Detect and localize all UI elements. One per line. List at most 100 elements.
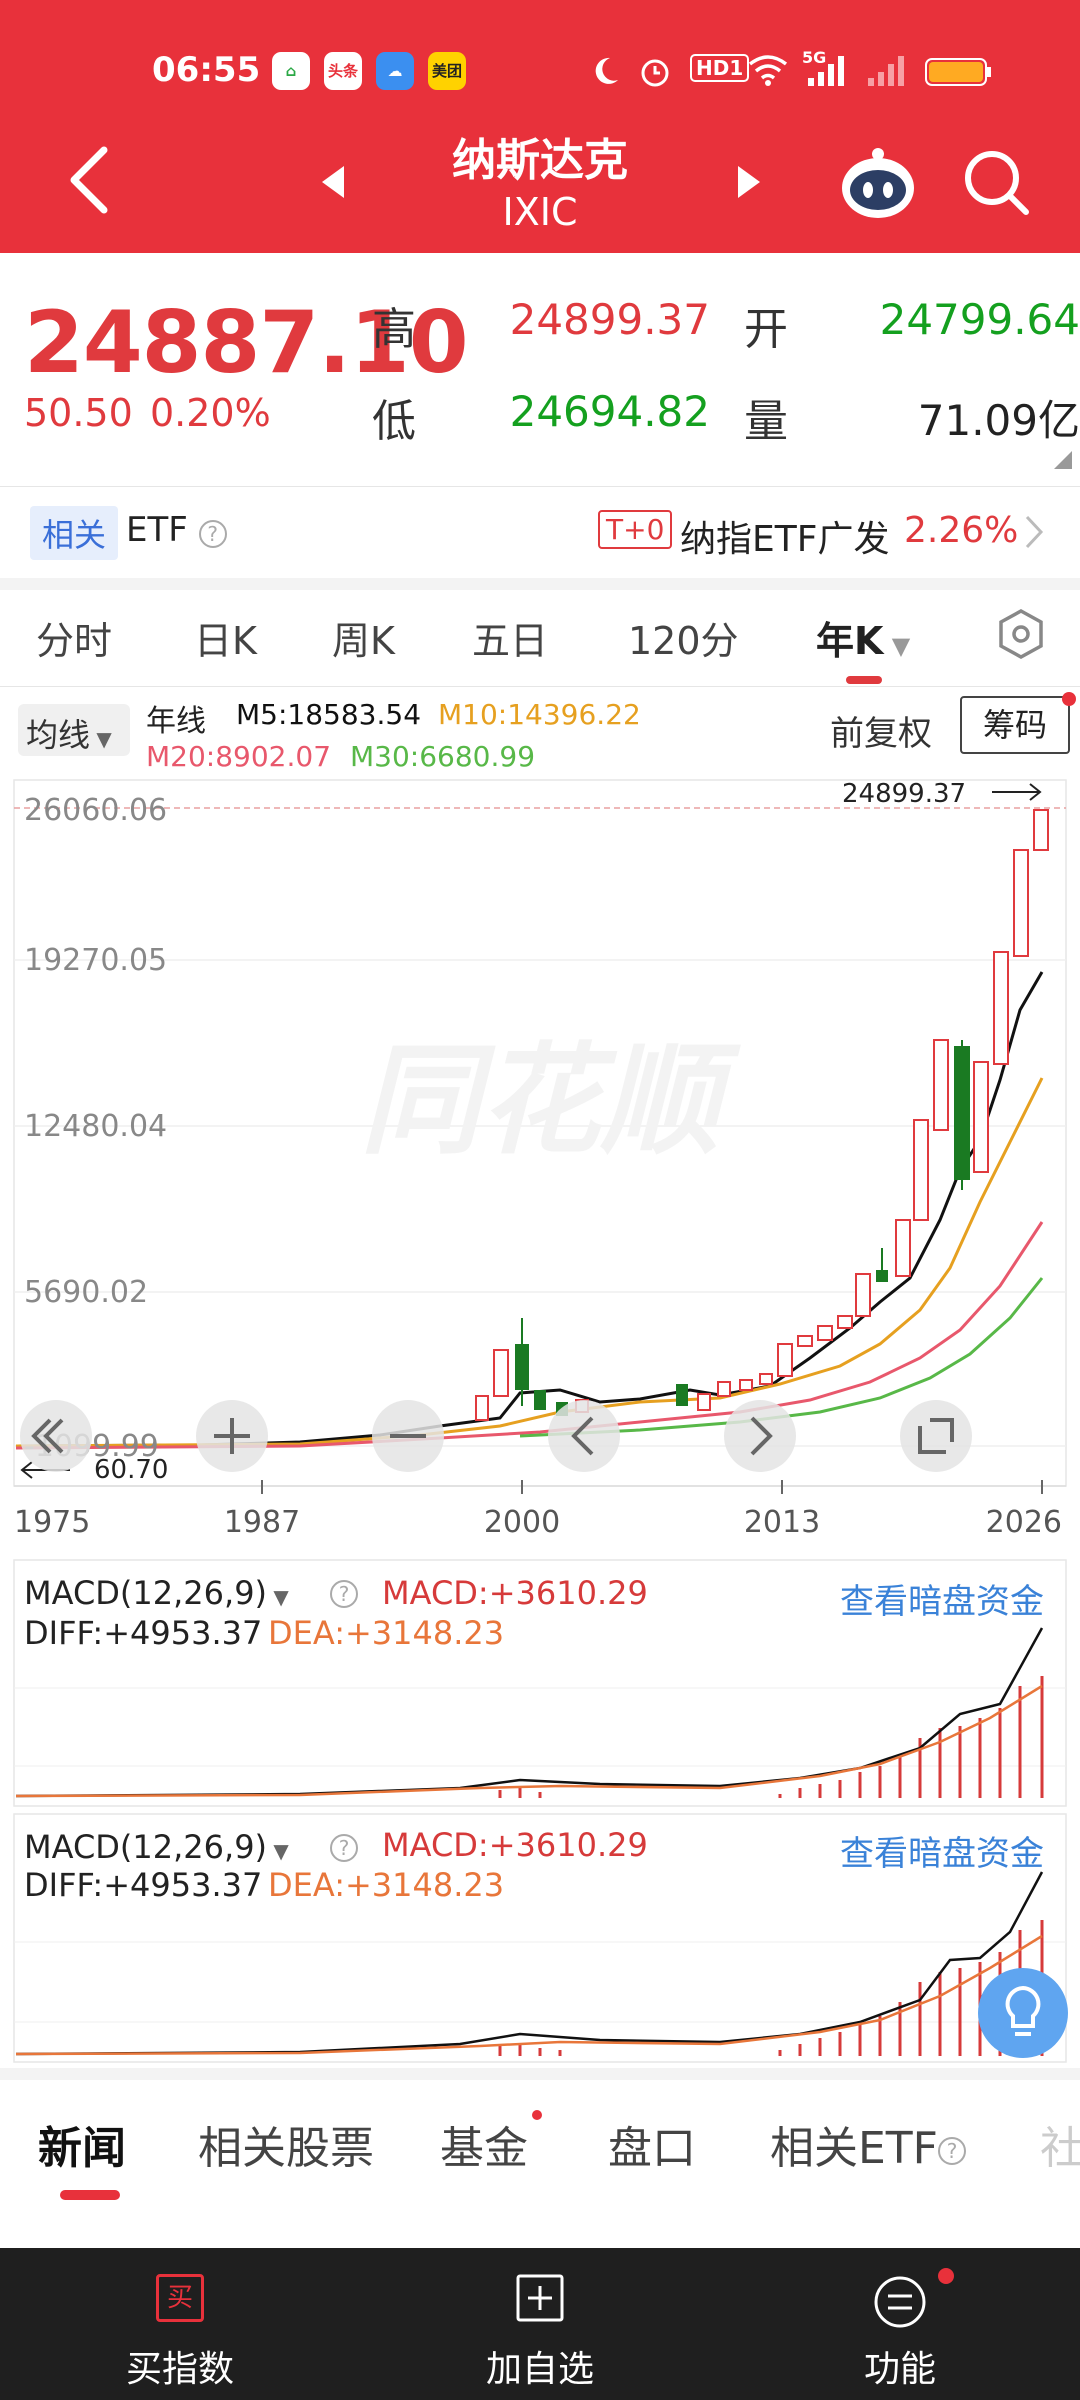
add-watchlist-button[interactable]: 加自选: [360, 2248, 720, 2400]
kline-chart[interactable]: 同花顺 26060.06 19270.05 12: [0, 770, 1080, 1550]
macd-value: MACD:+3610.29: [382, 1826, 648, 1864]
etf-name[interactable]: 纳指ETF广发: [680, 519, 890, 560]
price-change: 50.50: [24, 391, 133, 435]
etf-label-text: ETF: [126, 510, 188, 550]
dea-value: DEA:+3148.23: [268, 1614, 505, 1652]
macd-chart-2[interactable]: [0, 1812, 1080, 2064]
related-tag: 相关: [30, 506, 119, 560]
buy-index-label: 买指数: [125, 2349, 234, 2390]
zoom-in-button[interactable]: [196, 1400, 268, 1472]
help-icon[interactable]: ?: [330, 1580, 358, 1608]
tab-intraday[interactable]: 分时: [36, 619, 113, 663]
fullscreen-button[interactable]: [900, 1400, 972, 1472]
x-tick-label: 2026: [986, 1505, 1062, 1540]
meituan-icon: 美团: [428, 52, 466, 90]
help-icon[interactable]: ?: [198, 520, 227, 548]
add-square-icon: [516, 2274, 564, 2322]
tab-yearly-k[interactable]: 年K ▼: [816, 610, 910, 665]
x-tick-label: 2000: [484, 1505, 560, 1540]
y-tick-label: 26060.06: [24, 793, 167, 828]
diff-value: DIFF:+4953.37: [24, 1614, 263, 1652]
ma-selector[interactable]: 均线 ▼: [18, 704, 130, 756]
tab-community[interactable]: 社: [1040, 2123, 1080, 2174]
tab-weekly-k[interactable]: 周K: [332, 619, 395, 663]
buy-icon: 买: [156, 2274, 204, 2322]
high-marker-label: 24899.37: [842, 779, 966, 809]
ma-selector-label: 均线: [26, 716, 91, 754]
tab-five-day[interactable]: 五日: [472, 619, 549, 663]
ma20-value: M20:8902.07: [146, 740, 332, 773]
dark-pool-link[interactable]: 查看暗盘资金: [840, 1834, 1044, 1874]
dropdown-icon: ▼: [267, 1839, 289, 1863]
scroll-right-button[interactable]: [724, 1400, 796, 1472]
buy-index-button[interactable]: 买 买指数: [0, 2248, 360, 2400]
notification-dot: [938, 2268, 954, 2284]
notification-dot: [532, 2110, 542, 2120]
battery-icon: [925, 58, 991, 86]
functions-label: 功能: [863, 2349, 936, 2390]
etf-change-percent: 2.26%: [904, 510, 1019, 551]
zoom-out-button[interactable]: [372, 1400, 444, 1472]
tab-news[interactable]: 新闻: [38, 2123, 126, 2174]
ma5-value: M5:18583.54: [236, 698, 422, 731]
macd-selector[interactable]: MACD(12,26,9) ▼: [24, 1574, 289, 1612]
active-tab-indicator: [846, 676, 882, 684]
tab-funds[interactable]: 基金: [440, 2123, 528, 2174]
status-bar: 06:55 ⌂ 头条 ☁ 美团 HD1 5G: [0, 48, 1080, 92]
section-gap: [0, 2068, 1080, 2080]
macd-chart-1[interactable]: [0, 1558, 1080, 1808]
period-line-label: 年线: [146, 704, 206, 739]
chevron-right-icon[interactable]: [1022, 512, 1046, 552]
y-tick-label: 19270.05: [24, 943, 167, 978]
ma30-line: [519, 1277, 1044, 1438]
tab-120-min[interactable]: 120分: [628, 619, 739, 663]
alarm-icon: [641, 59, 669, 87]
tab-order-book[interactable]: 盘口: [608, 2123, 696, 2174]
macd-histogram: [498, 1920, 1044, 2056]
low-marker-label: 60.70: [94, 1455, 168, 1485]
robot-assistant-icon[interactable]: [838, 144, 918, 224]
dea-line: [15, 1934, 1043, 2056]
y-tick-label: 5690.02: [24, 1275, 148, 1310]
dark-pool-link[interactable]: 查看暗盘资金: [840, 1582, 1044, 1622]
tab-related-stocks[interactable]: 相关股票: [198, 2123, 374, 2174]
x-tick-label: 2013: [744, 1505, 820, 1540]
quote-panel: 24887.10 50.50 0.20% 高 24899.37 开 24799.…: [0, 253, 1080, 483]
y-tick-label: 12480.04: [24, 1109, 167, 1144]
chips-button[interactable]: 筹码: [960, 696, 1070, 754]
scroll-left-button[interactable]: [548, 1400, 620, 1472]
weather-icon: ☁: [376, 52, 414, 90]
notification-dot: [1062, 692, 1076, 706]
tab-daily-k[interactable]: 日K: [194, 619, 257, 663]
index-code: IXIC: [502, 190, 578, 234]
macd-selector[interactable]: MACD(12,26,9) ▼: [24, 1828, 289, 1866]
volume-value: 71.09亿: [917, 396, 1080, 445]
dropdown-icon: ▼: [883, 632, 911, 660]
expand-corner-icon[interactable]: [1052, 449, 1074, 471]
page-title: 纳斯达克: [452, 135, 628, 186]
divider: [0, 486, 1080, 487]
settings-hex-icon[interactable]: [996, 608, 1046, 660]
help-icon[interactable]: ?: [938, 2137, 966, 2165]
help-icon[interactable]: ?: [330, 1834, 358, 1862]
adjust-mode[interactable]: 前复权: [830, 714, 932, 754]
chart-controls: [20, 1400, 972, 1472]
x-axis: 1975 1987 2000 2013 2026: [14, 1480, 1066, 1540]
functions-button[interactable]: 功能: [720, 2248, 1080, 2400]
prev-index-icon[interactable]: [318, 162, 348, 202]
next-index-icon[interactable]: [734, 162, 764, 202]
watermark: 同花顺: [360, 1034, 741, 1168]
macd-histogram: [498, 1676, 1044, 1798]
ma10-value: M10:14396.22: [438, 698, 641, 731]
tips-float-button[interactable]: [978, 1968, 1068, 2058]
fast-back-button[interactable]: [20, 1400, 92, 1472]
dropdown-icon: ▼: [267, 1585, 289, 1609]
search-icon[interactable]: [962, 148, 1032, 218]
x-tick-label: 1975: [14, 1505, 90, 1540]
macd-selector-label: MACD(12,26,9): [24, 1828, 268, 1866]
tab-related-etf[interactable]: 相关ETF?: [770, 2112, 966, 2176]
add-watchlist-label: 加自选: [485, 2349, 594, 2390]
back-icon[interactable]: [60, 140, 120, 220]
etf-label[interactable]: ETF ?: [126, 510, 227, 550]
signal-2-icon: [868, 56, 904, 86]
